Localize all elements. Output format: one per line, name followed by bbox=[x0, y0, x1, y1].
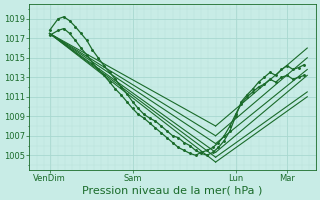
X-axis label: Pression niveau de la mer( hPa ): Pression niveau de la mer( hPa ) bbox=[83, 186, 263, 196]
